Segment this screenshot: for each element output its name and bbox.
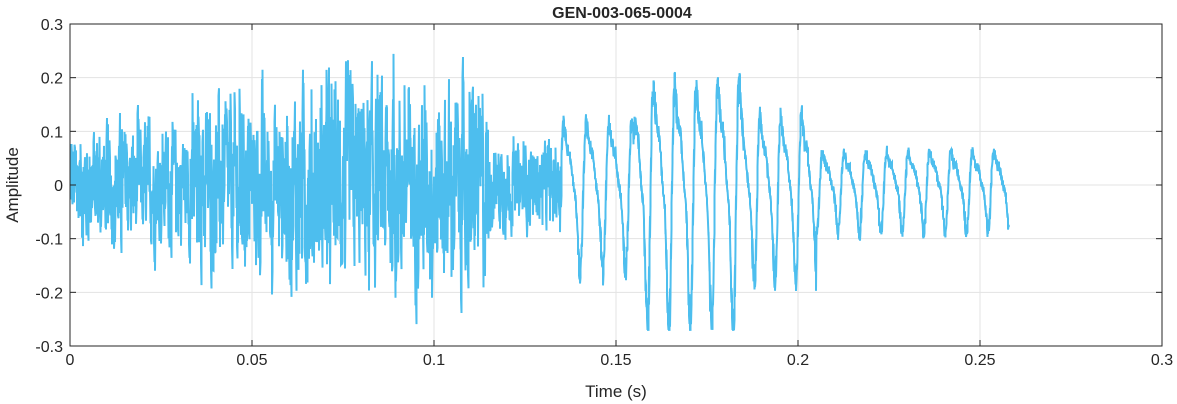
x-tick-label: 0.25 [964,352,995,369]
x-tick-label: 0.15 [600,352,631,369]
y-tick-label: 0 [54,178,63,195]
x-axis-ticks: 0 0.05 0.1 0.15 0.2 0.25 0.3 [66,24,1173,369]
chart-title: GEN-003-065-0004 [552,5,692,22]
y-tick-label: 0.1 [41,124,63,141]
x-tick-label: 0.05 [236,352,267,369]
y-tick-label: -0.2 [35,285,63,302]
y-tick-label: -0.3 [35,339,63,356]
x-tick-label: 0.2 [787,352,809,369]
y-axis-ticks: -0.3 -0.2 -0.1 0 0.1 0.2 0.3 [35,17,1162,356]
y-tick-label: -0.1 [35,232,63,249]
y-tick-label: 0.3 [41,17,63,34]
y-axis-label: Amplitude [3,147,22,223]
x-tick-label: 0.1 [423,352,445,369]
x-tick-label: 0 [66,352,75,369]
x-tick-label: 0.3 [1151,352,1173,369]
waveform-line [70,53,1010,331]
x-axis-label: Time (s) [585,382,647,401]
y-tick-label: 0.2 [41,71,63,88]
